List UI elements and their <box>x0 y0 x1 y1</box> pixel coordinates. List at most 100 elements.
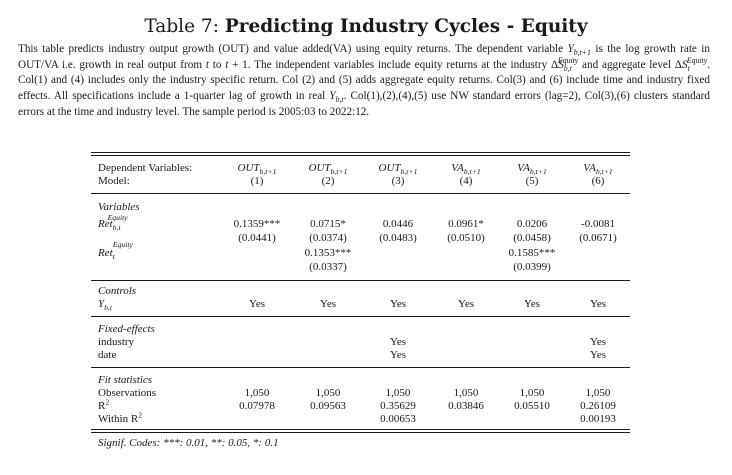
fe-date-row: date Yes Yes <box>91 349 630 362</box>
obs-4: 1,050 <box>453 387 479 399</box>
ret-aggregate-se-row: (0.0337) (0.0399) <box>91 261 630 275</box>
caption-text: is the log growth rate in OUT/VA i.e. gr… <box>18 43 710 71</box>
observations-row: Observations 1,050 1,050 1,050 1,050 1,0… <box>91 387 630 400</box>
ret-aggregate-label: RettEquity <box>98 240 133 262</box>
ret-ind-coef-1: 0.1359*** <box>233 218 281 230</box>
section-rule <box>91 280 630 281</box>
ret-agg-coef-5: 0.1585*** <box>508 247 556 259</box>
fe-industry-row: industry Yes Yes <box>91 336 630 349</box>
r2-1: 0.07978 <box>239 400 275 412</box>
col-5-dep: VAb,t+1 <box>517 162 547 177</box>
ret-ind-coef-4: 0.0961* <box>448 218 484 230</box>
ret-ind-se-6: (0.0671) <box>579 232 617 244</box>
col-1-num: (1) <box>250 175 264 187</box>
regression-table: Dependent Variables: OUTb,t+1 OUTb,t+1 O… <box>91 152 630 433</box>
section-rule <box>91 367 630 368</box>
within-r2-label: Within R2 <box>98 410 143 425</box>
obs-1: 1,050 <box>244 387 270 399</box>
fe-industry-label: industry <box>98 336 135 348</box>
section-rule <box>91 316 630 317</box>
r2-row: R2 0.07978 0.09563 0.35629 0.03846 0.055… <box>91 397 630 413</box>
table-number: Table 7: <box>144 16 219 37</box>
section-label: Fit statistics <box>98 374 153 386</box>
ret-industry-label: Retb,tEquity <box>98 213 128 233</box>
ret-agg-se-5: (0.0399) <box>513 261 551 273</box>
col-6-dep: VAb,t+1 <box>583 162 613 177</box>
caption-text: This table predicts industry output grow… <box>18 43 568 55</box>
model-label: Model: <box>98 175 130 187</box>
within-r2-row: Within R2 0.00653 0.00193 <box>91 410 630 426</box>
col-2-num: (2) <box>321 175 335 187</box>
controls-section-row: Controls <box>91 285 630 298</box>
controls-row: Yb,t Yes Yes Yes Yes Yes Yes <box>91 298 630 313</box>
caption-text: . Col(1),(2),(4),(5) use NW standard err… <box>18 90 710 118</box>
section-label: Controls <box>98 285 137 297</box>
table-caption: This table predicts industry output grow… <box>18 43 710 118</box>
observations-label: Observations <box>98 387 157 399</box>
fe-industry-6: Yes <box>589 336 606 348</box>
fe-date-6: Yes <box>589 349 606 361</box>
header-model-row: Model: (1) (2) (3) (4) (5) (6) <box>91 175 630 188</box>
section-label: Fixed-effects <box>98 323 155 335</box>
r2-label: R2 <box>98 397 110 412</box>
controls-1: Yes <box>248 298 265 310</box>
r2-5: 0.05510 <box>514 400 550 412</box>
obs-5: 1,050 <box>519 387 545 399</box>
ret-ind-coef-2: 0.0715* <box>310 218 346 230</box>
r2-4: 0.03846 <box>448 400 484 412</box>
col-3-dep: OUTb,t+1 <box>378 162 418 177</box>
section-rule <box>91 193 630 194</box>
ret-ind-coef-5: 0.0206 <box>516 218 548 230</box>
ret-industry-se-row: (0.0441) (0.0374) (0.0483) (0.0510) (0.0… <box>91 232 630 247</box>
controls-6: Yes <box>589 298 606 310</box>
controls-2: Yes <box>319 298 336 310</box>
variables-section-row: Variables <box>91 201 630 214</box>
obs-3: 1,050 <box>385 387 411 399</box>
ret-ind-coef-6: -0.0081 <box>581 218 615 230</box>
col-5-num: (5) <box>525 175 539 187</box>
caption-text: and aggregate level <box>578 58 675 71</box>
ret-ind-se-4: (0.0510) <box>447 232 485 244</box>
r2-2: 0.09563 <box>310 400 346 412</box>
dep-label: Dependent Variables: <box>98 162 193 174</box>
ret-ind-se-1: (0.0441) <box>238 232 276 244</box>
caption-text: . The independent variables include equi… <box>247 58 551 71</box>
col-3-num: (3) <box>391 175 405 187</box>
caption-text: to <box>208 58 226 71</box>
controls-4: Yes <box>457 298 474 310</box>
r2-3: 0.35629 <box>380 400 416 412</box>
fe-date-3: Yes <box>389 349 406 361</box>
col-4-dep: VAb,t+1 <box>451 162 481 177</box>
significance-footnote: Signif. Codes: ***: 0.01, **: 0.05, *: 0… <box>98 437 279 449</box>
fe-industry-3: Yes <box>389 336 406 348</box>
ret-ind-se-3: (0.0483) <box>379 232 417 244</box>
col-1-dep: OUTb,t+1 <box>237 162 277 177</box>
ret-ind-se-2: (0.0374) <box>309 232 347 244</box>
wr2-3: 0.00653 <box>380 413 416 425</box>
controls-3: Yes <box>389 298 406 310</box>
controls-label: Yb,t <box>98 298 113 313</box>
fe-date-label: date <box>98 349 117 361</box>
fe-section-row: Fixed-effects <box>91 323 630 336</box>
ret-aggregate-row: RettEquity 0.1353*** 0.1585*** <box>91 240 630 262</box>
caption-text: . Col(1) and (4) includes only the indus… <box>18 58 710 103</box>
ret-ind-se-5: (0.0458) <box>513 232 551 244</box>
section-label: Variables <box>98 201 140 213</box>
bottom-rule <box>91 429 630 433</box>
ret-agg-se-2: (0.0337) <box>309 261 347 273</box>
header-dep-row: Dependent Variables: OUTb,t+1 OUTb,t+1 O… <box>91 162 630 177</box>
ret-agg-coef-2: 0.1353*** <box>304 247 352 259</box>
controls-5: Yes <box>523 298 540 310</box>
wr2-6: 0.00193 <box>580 413 616 425</box>
ret-ind-coef-3: 0.0446 <box>382 218 414 230</box>
obs-2: 1,050 <box>315 387 341 399</box>
col-4-num: (4) <box>459 175 473 187</box>
r2-6: 0.26109 <box>580 400 616 412</box>
col-6-num: (6) <box>591 175 605 187</box>
obs-6: 1,050 <box>585 387 611 399</box>
fit-section-row: Fit statistics <box>91 374 630 387</box>
col-2-dep: OUTb,t+1 <box>308 162 348 177</box>
top-rule <box>91 152 630 156</box>
table-title: Table 7: Predicting Industry Cycles - Eq… <box>0 16 732 37</box>
ret-industry-row: Retb,tEquity 0.1359*** 0.0715* 0.0446 0.… <box>91 213 630 236</box>
